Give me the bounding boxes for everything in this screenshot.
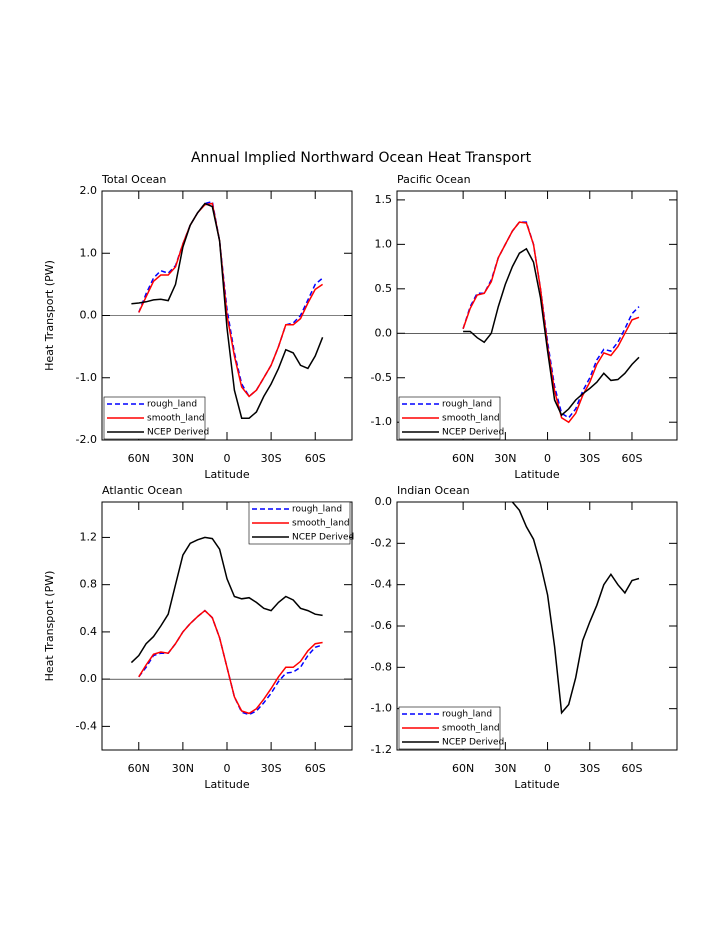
x-tick-label: 60S xyxy=(621,452,642,465)
y-tick-label: -2.0 xyxy=(76,433,97,446)
y-tick-label: 0.0 xyxy=(80,672,98,685)
x-tick-label: 60N xyxy=(128,762,150,775)
x-tick-label: 30S xyxy=(261,452,282,465)
y-tick-label: -1.2 xyxy=(371,743,392,756)
y-tick-label: -0.4 xyxy=(76,719,97,732)
series-line xyxy=(463,247,640,417)
legend-label: rough_land xyxy=(292,505,342,515)
x-tick-label: 0 xyxy=(544,762,551,775)
legend-label: NCEP Derived xyxy=(292,533,354,543)
y-tick-label: -0.6 xyxy=(371,619,392,632)
series-line xyxy=(138,200,324,398)
series-line xyxy=(138,202,324,398)
y-tick-label: 0.4 xyxy=(80,625,98,638)
x-tick-label: 30S xyxy=(579,452,600,465)
figure-title: Annual Implied Northward Ocean Heat Tran… xyxy=(191,150,532,166)
legend-label: NCEP Derived xyxy=(442,738,504,748)
legend-label: NCEP Derived xyxy=(442,428,504,438)
x-tick-label: 60N xyxy=(452,762,474,775)
y-tick-label: 2.0 xyxy=(80,184,98,197)
panel-title: Total Ocean xyxy=(101,173,166,186)
x-axis-label: Latitude xyxy=(514,778,560,791)
x-axis-label: Latitude xyxy=(204,778,250,791)
y-tick-label: -1.0 xyxy=(76,371,97,384)
y-tick-label: -0.8 xyxy=(371,660,392,673)
y-tick-label: 0.0 xyxy=(80,309,98,322)
x-tick-label: 30N xyxy=(494,452,516,465)
legend-label: NCEP Derived xyxy=(147,428,209,438)
y-tick-label: -1.0 xyxy=(371,702,392,715)
legend-label: smooth_land xyxy=(292,519,350,529)
legend-label: smooth_land xyxy=(147,414,205,424)
panel-title: Indian Ocean xyxy=(397,484,470,497)
x-tick-label: 30N xyxy=(172,762,194,775)
plot-frame xyxy=(101,501,353,751)
y-tick-label: 1.5 xyxy=(375,193,393,206)
x-tick-label: 60N xyxy=(128,452,150,465)
plot-frame xyxy=(101,190,353,441)
y-tick-label: 1.0 xyxy=(375,237,393,250)
y-axis-label: Heat Transport (PW) xyxy=(43,571,56,682)
x-tick-label: 60S xyxy=(305,452,326,465)
x-tick-label: 60S xyxy=(305,762,326,775)
series-line xyxy=(131,202,324,419)
series-line xyxy=(511,501,640,715)
y-tick-label: 0.0 xyxy=(375,326,393,339)
y-tick-label: 1.2 xyxy=(80,530,98,543)
plot-frame xyxy=(396,190,678,441)
y-tick-label: 1.0 xyxy=(80,246,98,259)
plot-frame xyxy=(396,501,678,751)
legend-label: rough_land xyxy=(442,400,492,410)
x-tick-label: 0 xyxy=(224,452,231,465)
series-line xyxy=(130,536,323,664)
legend-label: rough_land xyxy=(442,710,492,720)
y-tick-label: -0.4 xyxy=(371,578,392,591)
x-tick-label: 0 xyxy=(544,452,551,465)
x-tick-label: 30S xyxy=(261,762,282,775)
y-tick-label: 0.0 xyxy=(375,495,393,508)
x-tick-label: 0 xyxy=(224,762,231,775)
series-line xyxy=(462,221,640,424)
y-tick-label: -0.5 xyxy=(371,371,392,384)
y-tick-label: -0.2 xyxy=(371,536,392,549)
series-line xyxy=(138,609,323,715)
y-tick-label: -1.0 xyxy=(371,415,392,428)
legend-label: smooth_land xyxy=(442,724,500,734)
x-tick-label: 60N xyxy=(452,452,474,465)
y-axis-label: Heat Transport (PW) xyxy=(43,260,56,371)
x-tick-label: 60S xyxy=(621,762,642,775)
legend-label: rough_land xyxy=(147,400,197,410)
y-tick-label: 0.5 xyxy=(375,282,393,295)
x-tick-label: 30N xyxy=(494,762,516,775)
y-tick-label: 0.8 xyxy=(80,578,98,591)
x-axis-label: Latitude xyxy=(514,468,560,481)
panel-title: Atlantic Ocean xyxy=(102,484,183,497)
legend-label: smooth_land xyxy=(442,414,500,424)
x-tick-label: 30N xyxy=(172,452,194,465)
x-tick-label: 30S xyxy=(579,762,600,775)
x-axis-label: Latitude xyxy=(204,468,250,481)
panel-title: Pacific Ocean xyxy=(397,173,471,186)
